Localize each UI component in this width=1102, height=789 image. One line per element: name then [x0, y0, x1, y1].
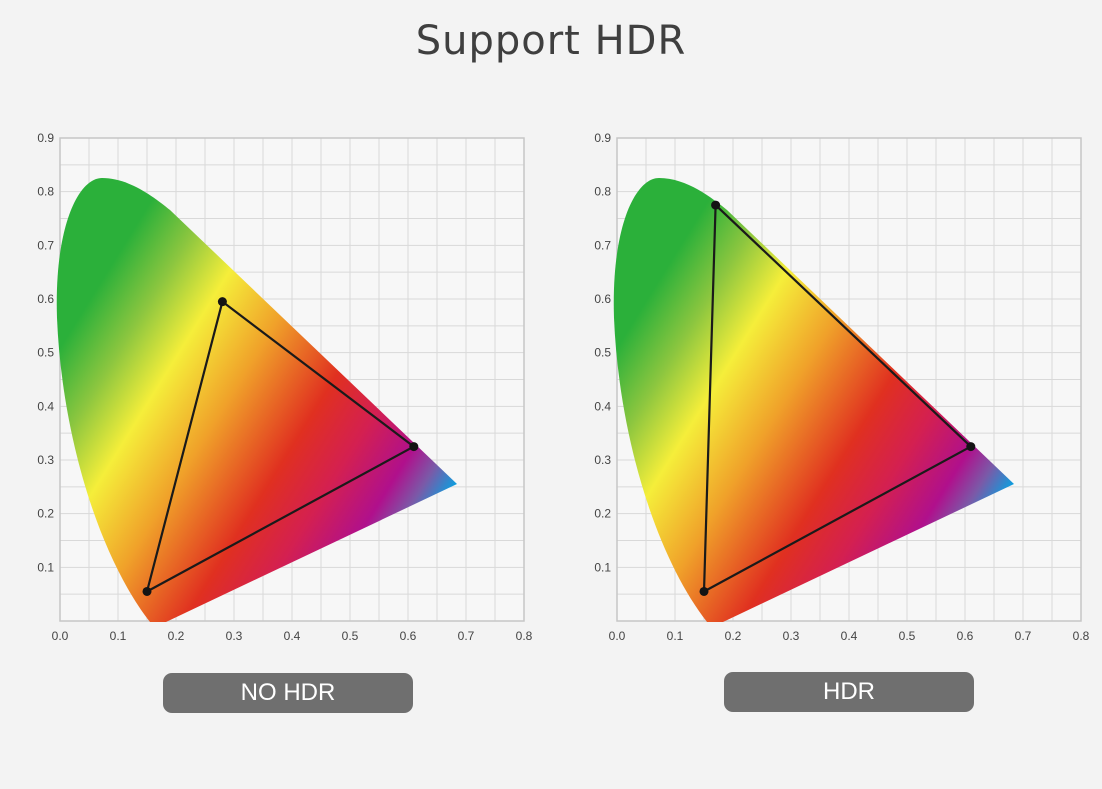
x-tick-label: 0.7	[458, 629, 475, 643]
x-tick-label: 0.6	[957, 629, 974, 643]
spectral-locus-area	[56, 178, 457, 622]
page-title: Support HDR	[415, 18, 687, 64]
gamut-triangle	[702, 203, 972, 593]
plot-border	[616, 137, 1082, 622]
no-hdr-label: NO HDR	[163, 673, 413, 713]
x-tick-label: 0.7	[1015, 629, 1032, 643]
chart-0: 0.0 0.1 0.2 0.3 0.4 0.5 0.6 0.7 0.8 0.1 0.2 0.3 0.4 0…	[37, 131, 532, 643]
hdr-label: HDR	[724, 672, 974, 712]
x-tick-label: 0.6	[400, 629, 417, 643]
y-tick-label: 0.4	[37, 399, 54, 413]
x-tick-label: 0.3	[783, 629, 800, 643]
plot-border	[59, 137, 525, 622]
x-tick-label: 0.0	[52, 629, 69, 643]
x-tick-label: 0.5	[899, 629, 916, 643]
y-tick-label: 0.3	[37, 453, 54, 467]
y-tick-label: 0.1	[37, 560, 54, 574]
gamut-point-blue	[699, 586, 709, 596]
x-tick-label: 0.4	[284, 629, 301, 643]
y-tick-label: 0.5	[37, 346, 54, 360]
gamut-point-blue	[142, 586, 152, 596]
y-tick-label: 0.6	[37, 292, 54, 306]
y-tick-label: 0.3	[594, 453, 611, 467]
gamut-point-green	[217, 297, 227, 307]
y-tick-label: 0.5	[594, 346, 611, 360]
y-tick-label: 0.2	[37, 507, 54, 521]
y-tick-label: 0.2	[594, 507, 611, 521]
x-tick-label: 0.3	[226, 629, 243, 643]
y-tick-label: 0.7	[594, 238, 611, 252]
x-tick-label: 0.5	[342, 629, 359, 643]
gamut-point-red	[966, 442, 976, 452]
x-tick-label: 0.0	[609, 629, 626, 643]
y-tick-label: 0.1	[594, 560, 611, 574]
x-tick-label: 0.1	[667, 629, 684, 643]
x-tick-label: 0.2	[168, 629, 185, 643]
y-tick-label: 0.9	[37, 131, 54, 145]
gamut-point-green	[711, 200, 721, 210]
x-tick-label: 0.4	[841, 629, 858, 643]
chart-1: 0.0 0.1 0.2 0.3 0.4 0.5 0.6 0.7 0.8 0.1 0.2 0.3 0.4 0…	[594, 131, 1089, 643]
y-tick-label: 0.6	[594, 292, 611, 306]
x-tick-label: 0.1	[110, 629, 127, 643]
gamut-triangle	[145, 300, 415, 593]
x-tick-label: 0.8	[516, 629, 533, 643]
gamut-point-red	[409, 442, 419, 452]
y-tick-label: 0.4	[594, 399, 611, 413]
x-tick-label: 0.8	[1073, 629, 1090, 643]
x-tick-label: 0.2	[725, 629, 742, 643]
y-tick-label: 0.8	[37, 185, 54, 199]
y-tick-label: 0.7	[37, 238, 54, 252]
y-tick-label: 0.9	[594, 131, 611, 145]
y-tick-label: 0.8	[594, 185, 611, 199]
